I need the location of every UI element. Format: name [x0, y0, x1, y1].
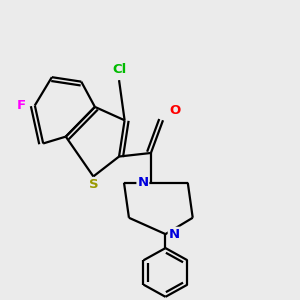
Text: S: S [88, 178, 98, 191]
Text: Cl: Cl [112, 63, 126, 76]
Text: N: N [169, 228, 180, 241]
Text: F: F [16, 99, 26, 112]
Text: O: O [170, 104, 181, 117]
Text: N: N [137, 176, 148, 189]
